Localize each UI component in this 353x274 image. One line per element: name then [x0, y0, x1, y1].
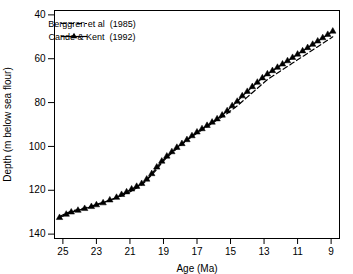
svg-text:19: 19: [158, 246, 170, 257]
svg-text:11: 11: [292, 246, 303, 257]
svg-text:Depth (m below sea flour): Depth (m below sea flour): [2, 67, 13, 182]
svg-text:21: 21: [124, 246, 136, 257]
svg-text:23: 23: [91, 246, 103, 257]
svg-text:Berggren et al (1985): Berggren et al (1985): [48, 19, 136, 29]
svg-text:40: 40: [34, 9, 46, 20]
svg-text:100: 100: [29, 141, 46, 152]
svg-text:80: 80: [34, 97, 46, 108]
svg-text:Age (Ma): Age (Ma): [176, 263, 217, 274]
svg-text:13: 13: [258, 246, 270, 257]
svg-text:60: 60: [34, 53, 46, 64]
svg-text:120: 120: [29, 184, 46, 195]
svg-text:15: 15: [225, 246, 237, 257]
svg-text:Cande & Kent (1992): Cande & Kent (1992): [48, 32, 135, 42]
svg-text:9: 9: [328, 246, 334, 257]
svg-text:140: 140: [29, 228, 46, 239]
svg-text:25: 25: [57, 246, 69, 257]
svg-text:17: 17: [191, 246, 203, 257]
